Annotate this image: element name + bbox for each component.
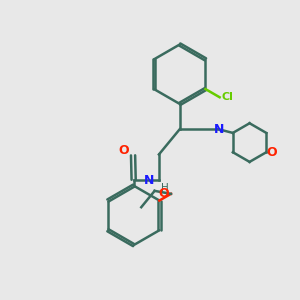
Text: O: O — [159, 187, 169, 200]
Text: Cl: Cl — [221, 92, 233, 102]
Text: O: O — [118, 144, 129, 158]
Text: N: N — [144, 174, 154, 187]
Text: N: N — [214, 123, 224, 136]
Text: O: O — [266, 146, 277, 159]
Text: H: H — [161, 183, 169, 193]
